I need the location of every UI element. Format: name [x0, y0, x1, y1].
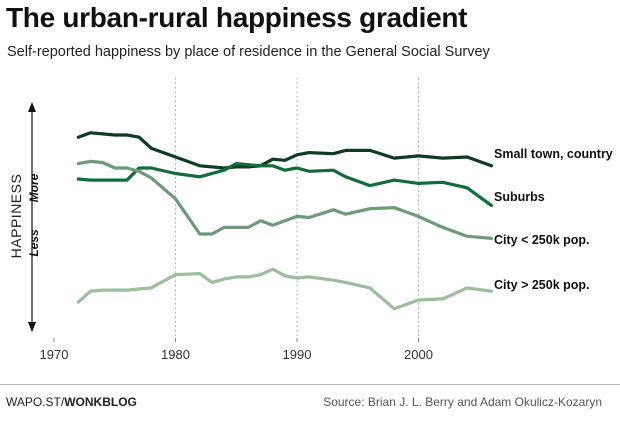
series-line-2 [76, 159, 493, 240]
series-lines [76, 131, 493, 311]
footer-credit: WAPO.ST/WONKBLOG [6, 395, 137, 409]
series-labels: Small town, country Suburbs City < 250k po… [494, 147, 613, 292]
chart-subtitle: Self-reported happiness by place of resi… [7, 44, 490, 60]
line-chart: 1970 1980 1990 2000 HAPPINESS More Less Sma… [8, 78, 613, 362]
footer-source: Source: Brian J. L. Berry and Adam Okuli… [323, 395, 602, 409]
arrow-down-icon [28, 322, 36, 332]
series-line-1 [76, 162, 493, 207]
x-tick-label: 1980 [161, 347, 190, 362]
series-label-2: City < 250k pop. [494, 233, 590, 247]
x-axis-ticks: 1970 1980 1990 2000 [40, 338, 433, 362]
arrow-up-icon [28, 102, 36, 112]
footer-site: WAPO.ST/ [6, 395, 65, 409]
series-label-0: Small town, country [494, 147, 613, 161]
y-axis: HAPPINESS More Less [8, 102, 41, 332]
footer-divider [0, 384, 620, 385]
series-line-0 [76, 131, 493, 170]
x-tick-label: 2000 [404, 347, 433, 362]
x-tick-label: 1990 [283, 347, 312, 362]
y-axis-label: HAPPINESS [8, 174, 24, 259]
series-line-3 [76, 267, 493, 311]
footer-section: WONKBLOG [64, 395, 137, 409]
gridlines [175, 78, 419, 338]
x-tick-label: 1970 [40, 347, 69, 362]
series-label-1: Suburbs [494, 190, 545, 204]
series-label-3: City > 250k pop. [494, 278, 590, 292]
chart-title: The urban-rural happiness gradient [6, 2, 468, 33]
y-axis-more-label: More [27, 173, 41, 202]
y-axis-less-label: Less [27, 229, 41, 257]
